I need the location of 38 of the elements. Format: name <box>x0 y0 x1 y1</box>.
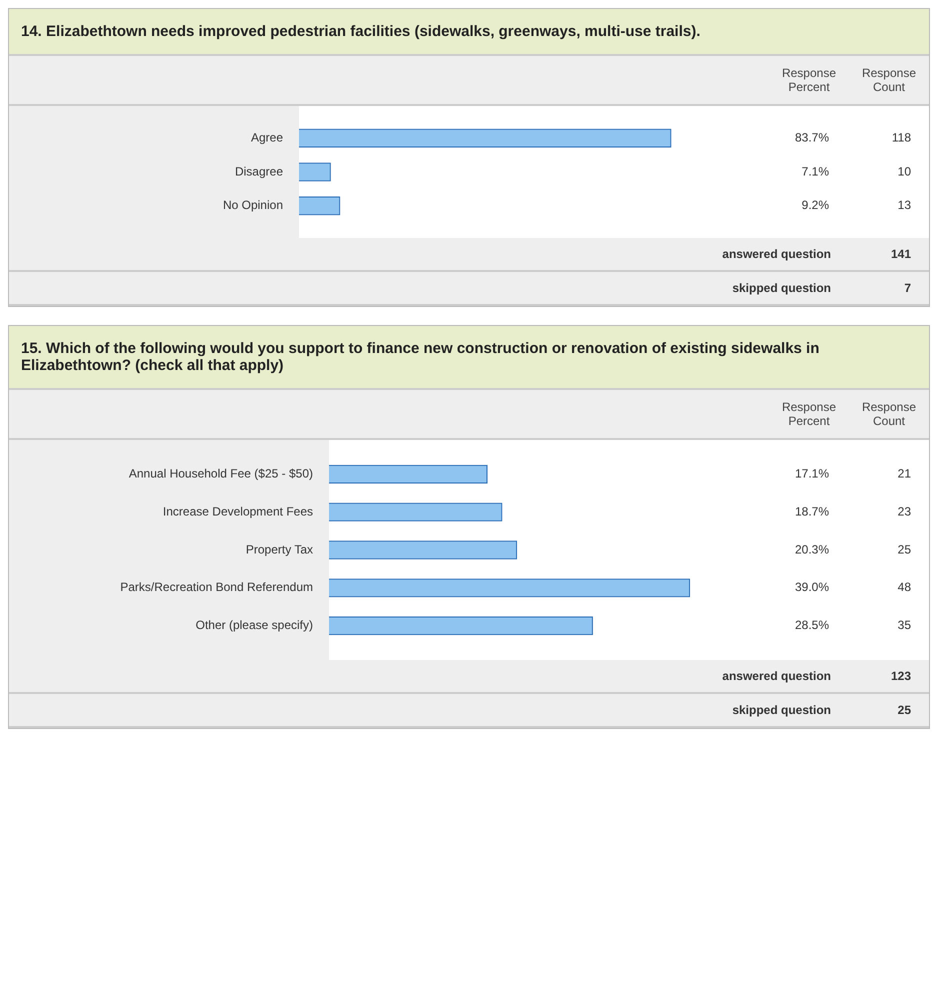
data-label: 83.7% <box>794 130 830 144</box>
text: 25 <box>898 542 912 556</box>
text: 21 <box>898 466 912 480</box>
y-tick-label: Increase Development Fees <box>162 504 313 518</box>
y-tick-label: Parks/Recreation Bond Referendum <box>120 580 313 594</box>
text: 23 <box>898 504 912 518</box>
text: skipped question <box>732 703 832 717</box>
y-tick-label: Other (please specify) <box>196 618 313 632</box>
chart-title: 15. Which of the following would you support to finance new construction or renovation of existing sidewalks in Elizabethtown? (check all that apply) <box>9 326 929 390</box>
text: 35 <box>898 618 912 632</box>
data-label: 7.1% <box>802 164 830 178</box>
text: Response Percent <box>780 66 838 94</box>
text: skipped question <box>732 281 832 295</box>
text: 7 <box>903 281 912 295</box>
text: 10 <box>898 164 912 178</box>
text: answered question <box>722 247 832 261</box>
text: Response Count <box>860 66 918 94</box>
text: 141 <box>890 247 912 261</box>
text: Response Count <box>860 400 918 428</box>
text: 25 <box>896 703 912 717</box>
text: 123 <box>890 669 912 683</box>
text: answered question <box>722 669 832 683</box>
text: 118 <box>892 130 912 144</box>
chart-title: 14. Elizabethtown needs improved pedestrian facilities (sidewalks, greenways, multi-use trails). <box>9 9 929 56</box>
text: 48 <box>898 580 912 594</box>
data-label: 20.3% <box>794 542 830 556</box>
data-label: 17.1% <box>794 466 830 480</box>
data-label: 28.5% <box>794 618 830 632</box>
text: Response Percent <box>780 400 838 428</box>
y-tick-label: Disagree <box>234 164 284 178</box>
y-tick-label: Agree <box>250 130 284 144</box>
y-tick-label: No Opinion <box>222 198 283 212</box>
text: 13 <box>898 198 912 212</box>
y-tick-label: Annual Household Fee ($25 - $50) <box>128 466 313 480</box>
data-label: 9.2% <box>802 198 830 212</box>
y-tick-label: Property Tax <box>246 542 313 556</box>
data-label: 39.0% <box>794 580 830 594</box>
data-label: 18.7% <box>794 504 830 518</box>
